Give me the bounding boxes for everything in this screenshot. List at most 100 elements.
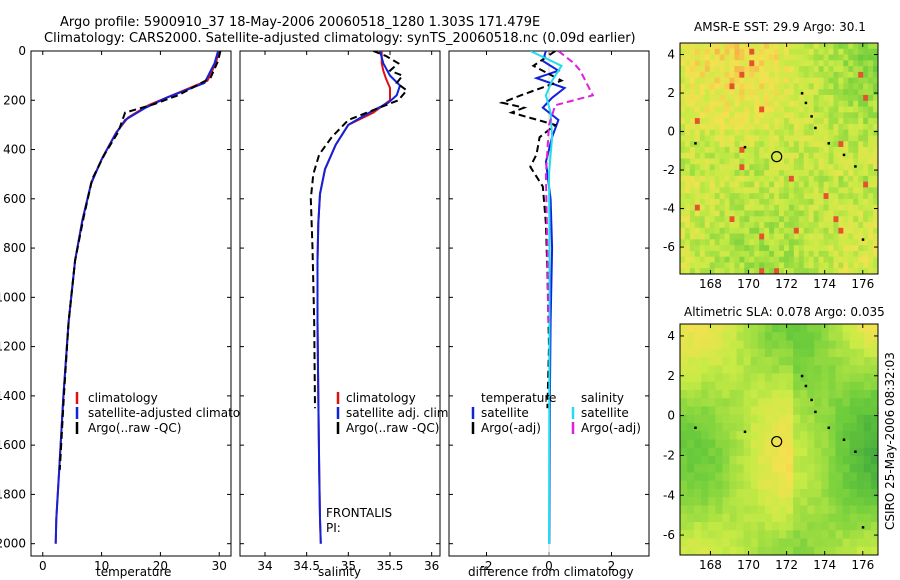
heatmap-cell (684, 233, 691, 240)
heatmap-cell (764, 390, 773, 399)
heatmap-cell (783, 204, 790, 212)
heatmap-cell (694, 245, 701, 252)
heatmap-cell (694, 227, 701, 235)
heatmap-cell (808, 89, 815, 96)
heatmap-cell (873, 222, 878, 229)
heatmap-cell (843, 204, 849, 212)
heatmap-cell (808, 123, 815, 131)
heatmap-cell (719, 268, 726, 274)
heatmap-cell (823, 60, 830, 67)
heatmap-cell (750, 423, 759, 432)
heatmap-cell (736, 414, 745, 424)
heatmap-cell (729, 522, 738, 531)
legend-climatology: climatology (88, 391, 158, 405)
heatmap-cell (680, 48, 686, 56)
heatmap-cell (793, 48, 800, 56)
heatmap-cell (868, 106, 874, 113)
heatmap-cell (779, 170, 785, 177)
heatmap-cell (783, 198, 790, 206)
heatmap-cell (853, 193, 859, 200)
heatmap-cell (754, 210, 760, 217)
heatmap-cell (736, 332, 745, 342)
heatmap-cell (708, 447, 716, 457)
y-tick-label: 0 (18, 44, 26, 58)
heatmap-cell (694, 89, 701, 96)
heatmap-cell (757, 381, 766, 391)
legend-sal-argo: Argo(-adj) (581, 421, 641, 435)
heatmap-cell (783, 164, 790, 171)
difference-series (498, 51, 595, 556)
heatmap-cell (744, 112, 750, 119)
heatmap-cell (833, 193, 839, 200)
heatmap-cell (788, 239, 795, 246)
heatmap-cell (744, 233, 750, 240)
heatmap-cell (823, 43, 830, 50)
heatmap-cell (818, 123, 825, 131)
heatmap-cell (701, 423, 709, 432)
heatmap-cell (849, 365, 858, 375)
heatmap-cell (786, 439, 794, 449)
heatmap-cell (833, 204, 839, 212)
heatmap-cell (856, 456, 865, 465)
heatmap-cell (694, 83, 701, 90)
heatmap-cell (808, 216, 815, 223)
heatmap-cell (694, 135, 701, 142)
heatmap-cell (694, 123, 701, 131)
heatmap-cell (873, 210, 878, 217)
heatmap-cell (714, 146, 721, 154)
heatmap-cell (793, 365, 801, 375)
heatmap-cell (788, 77, 795, 85)
y-tick-label: 0 (667, 409, 675, 423)
heatmap-cell (734, 100, 740, 108)
heatmap-cell (803, 129, 810, 137)
heatmap-cell (848, 239, 854, 246)
heatmap-cell (694, 112, 701, 119)
heatmap-cell (843, 112, 849, 119)
heatmap-cell (818, 256, 825, 264)
heatmap-cell (729, 170, 736, 177)
island-marker (842, 438, 846, 441)
heatmap-cell (769, 193, 775, 200)
heatmap-cell (714, 250, 721, 258)
heatmap-cell (729, 66, 736, 73)
heatmap-cell (764, 227, 770, 235)
heatmap-cell (808, 164, 815, 171)
heatmap-cell (821, 472, 830, 482)
frontalis-label: FRONTALIS (326, 506, 392, 520)
heatmap-cell (684, 129, 691, 137)
heatmap-cell (680, 324, 688, 333)
heatmap-cell (744, 94, 750, 102)
heatmap-cell (704, 43, 711, 50)
heatmap-cell (843, 216, 849, 223)
heatmap-cell (729, 106, 736, 113)
heatmap-cell (868, 175, 874, 183)
heatmap-cell (848, 89, 854, 96)
heatmap-cell (828, 100, 835, 108)
y-tick-label: -2 (663, 448, 675, 462)
heatmap-cell (823, 146, 830, 154)
heatmap-cell (823, 198, 830, 206)
heatmap-cell (724, 239, 731, 246)
heatmap-cell (858, 262, 864, 269)
heatmap-cell (833, 262, 839, 269)
heatmap-cell (771, 398, 780, 408)
heatmap-cell (694, 522, 702, 531)
heatmap-cell (793, 233, 800, 240)
heatmap-cell (783, 222, 790, 229)
heatmap-cell (687, 373, 695, 383)
heatmap-cell (689, 250, 696, 258)
heatmap-cell (868, 158, 874, 165)
heatmap-cell (779, 398, 787, 408)
heatmap-cell (838, 193, 844, 200)
heatmap-cell (709, 100, 716, 108)
heatmap-cell (719, 164, 726, 171)
heatmap-cell (734, 54, 740, 61)
heatmap-cell (709, 89, 716, 96)
heatmap-cell (783, 250, 790, 258)
heatmap-cell (757, 489, 766, 498)
heatmap-cell (764, 170, 770, 177)
heatmap-cell (788, 54, 795, 61)
heatmap-cell (843, 129, 849, 137)
heatmap-cell (744, 170, 750, 177)
